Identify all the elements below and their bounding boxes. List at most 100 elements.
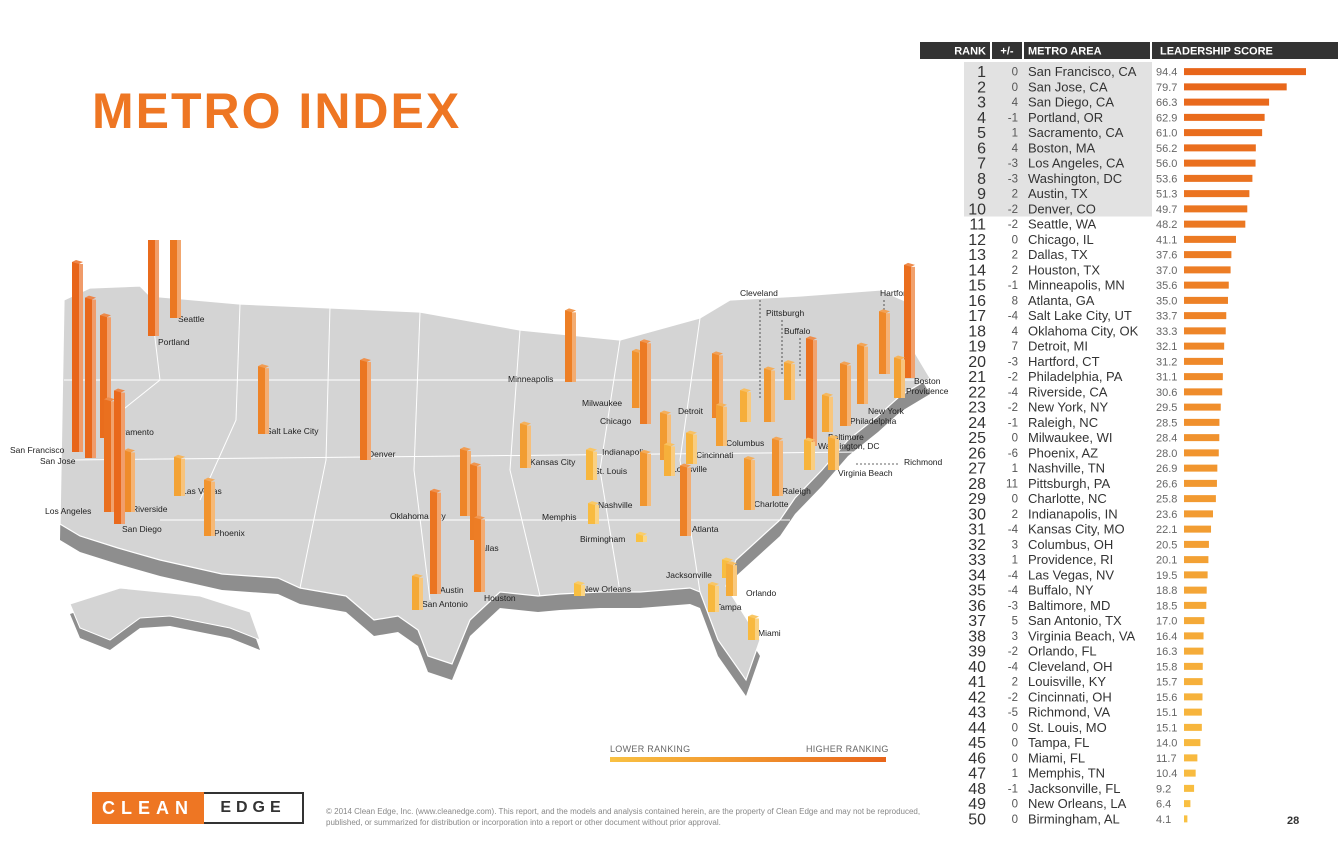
rank-number: 29 xyxy=(968,491,986,508)
rank-change: 2 xyxy=(1012,189,1018,201)
metro-name: Buffalo, NY xyxy=(1028,583,1094,598)
metro-name: Sacramento, CA xyxy=(1028,125,1124,140)
logo-edge-text: EDGE xyxy=(204,792,304,824)
score-label: 61.0 xyxy=(1156,128,1177,140)
score-label: 18.8 xyxy=(1156,585,1177,597)
rank-change: 2 xyxy=(1012,250,1018,262)
rank-change: 0 xyxy=(1012,738,1018,750)
score-bar xyxy=(1184,769,1196,777)
map-bar xyxy=(822,392,833,432)
metro-name: Philadelphia, PA xyxy=(1028,369,1123,384)
map-city-label: Birmingham xyxy=(580,534,625,544)
score-label: 6.4 xyxy=(1156,799,1171,811)
score-label: 10.4 xyxy=(1156,768,1177,780)
map-city-label: Columbus xyxy=(726,438,764,448)
map-city-label: San Diego xyxy=(122,524,162,534)
rank-number: 50 xyxy=(968,811,986,828)
score-bar xyxy=(1184,586,1207,594)
map-bar xyxy=(174,454,185,496)
metro-name: Raleigh, NC xyxy=(1028,415,1098,430)
score-label: 19.5 xyxy=(1156,570,1177,582)
map-bar xyxy=(520,421,531,468)
map-bar xyxy=(636,531,647,542)
rank-number: 38 xyxy=(968,628,986,645)
score-label: 28.5 xyxy=(1156,417,1177,429)
score-label: 32.1 xyxy=(1156,341,1177,353)
col-header-change: +/- xyxy=(1000,46,1013,58)
rank-number: 17 xyxy=(968,308,986,325)
score-label: 49.7 xyxy=(1156,204,1177,216)
rank-change: -3 xyxy=(1008,356,1018,368)
map-city-label: San Francisco xyxy=(10,445,65,455)
score-label: 9.2 xyxy=(1156,783,1171,795)
map-bar xyxy=(804,437,815,470)
map-bar xyxy=(879,309,890,374)
rank-number: 16 xyxy=(968,293,986,310)
cleanedge-logo: CLEAN EDGE xyxy=(92,792,304,824)
metro-name: San Diego, CA xyxy=(1028,95,1114,110)
ranking-gradient-bar xyxy=(610,757,886,762)
map-city-label: Sacramento xyxy=(108,427,154,437)
metro-name: Salt Lake City, UT xyxy=(1028,308,1132,323)
rank-change: 1 xyxy=(1012,555,1018,567)
rank-change: 3 xyxy=(1012,539,1018,551)
score-label: 31.1 xyxy=(1156,372,1177,384)
metro-name: Milwaukee, WI xyxy=(1028,430,1113,445)
metro-name: St. Louis, MO xyxy=(1028,720,1107,735)
map-city-label: Baltimore xyxy=(828,432,864,442)
score-label: 94.4 xyxy=(1156,67,1177,79)
rank-number: 34 xyxy=(968,567,986,584)
score-label: 23.6 xyxy=(1156,509,1177,521)
score-bar xyxy=(1184,312,1227,320)
col-header-metro-bg xyxy=(1024,42,1150,59)
map-bar xyxy=(204,477,215,536)
metro-name: Virginia Beach, VA xyxy=(1028,628,1136,643)
score-bar xyxy=(1184,174,1253,182)
score-bar xyxy=(1184,144,1256,152)
map-city-label: Washington, DC xyxy=(818,441,880,451)
score-label: 56.0 xyxy=(1156,158,1177,170)
score-label: 31.2 xyxy=(1156,356,1177,368)
rank-number: 9 xyxy=(977,186,986,203)
rank-number: 49 xyxy=(968,796,986,813)
map-city-label: Denver xyxy=(368,449,396,459)
rank-number: 44 xyxy=(968,720,986,737)
metro-name: Nashville, TN xyxy=(1028,461,1105,476)
rank-number: 12 xyxy=(968,232,986,249)
metro-name: Orlando, FL xyxy=(1028,644,1097,659)
map-city-label: Los Angeles xyxy=(45,506,91,516)
score-bar xyxy=(1184,464,1218,472)
score-bar xyxy=(1184,540,1209,548)
score-bar xyxy=(1184,296,1228,304)
top-ten-highlight xyxy=(964,62,1152,217)
rank-change: 0 xyxy=(1012,82,1018,94)
map-city-label: Chicago xyxy=(600,416,631,426)
rank-change: 4 xyxy=(1012,97,1019,109)
metro-name: Chicago, IL xyxy=(1028,232,1094,247)
rank-change: 1 xyxy=(1012,463,1018,475)
rank-number: 2 xyxy=(977,79,986,96)
legend-lower-label: LOWER RANKING xyxy=(610,744,691,754)
rank-number: 11 xyxy=(969,217,986,234)
score-label: 41.1 xyxy=(1156,234,1177,246)
map-bar xyxy=(412,573,423,610)
score-bar xyxy=(1184,632,1204,640)
rank-change: 4 xyxy=(1012,143,1019,155)
col-header-rank-bg xyxy=(920,42,990,59)
logo-clean-text: CLEAN xyxy=(92,792,204,824)
rank-change: 7 xyxy=(1012,341,1018,353)
map-bar xyxy=(660,410,671,460)
metro-name: San Jose, CA xyxy=(1028,79,1108,94)
rank-number: 45 xyxy=(968,735,986,752)
rank-number: 3 xyxy=(977,95,986,112)
metro-name: Providence, RI xyxy=(1028,552,1113,567)
metro-name: Minneapolis, MN xyxy=(1028,278,1125,293)
metro-name: Kansas City, MO xyxy=(1028,522,1125,537)
map-bars xyxy=(72,240,915,640)
metro-name: Portland, OR xyxy=(1028,110,1103,125)
rank-change: 11 xyxy=(1006,478,1018,490)
rank-change: -4 xyxy=(1008,585,1019,597)
rank-number: 33 xyxy=(968,552,986,569)
score-label: 4.1 xyxy=(1156,814,1171,826)
rank-change: -3 xyxy=(1008,600,1018,612)
